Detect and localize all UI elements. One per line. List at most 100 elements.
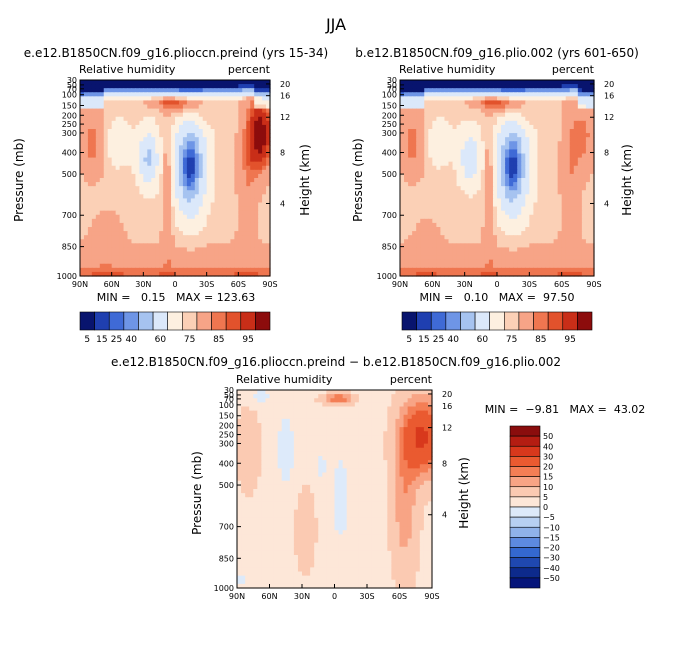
panel2-cell — [456, 267, 462, 273]
panel2-cell — [577, 141, 583, 146]
panel2-cell — [440, 129, 446, 134]
panel1-cell — [226, 210, 232, 216]
panel1-cell — [115, 210, 121, 216]
panel2-cell — [589, 80, 595, 85]
panel1-cell — [111, 263, 117, 269]
panel2-cell — [553, 169, 559, 175]
panel1-cell — [87, 153, 93, 159]
panel3-cell — [269, 398, 275, 403]
panel2-cell — [436, 137, 442, 142]
panel1-cell — [182, 178, 188, 183]
panel1-cell — [206, 145, 212, 151]
panel1-cell — [242, 210, 247, 216]
panel1-cell — [107, 124, 113, 130]
panel1-cell — [95, 124, 101, 130]
panel1-cell — [262, 247, 267, 253]
panel2-cell — [589, 145, 595, 151]
panel2-cell — [488, 178, 494, 183]
panel1-cell — [103, 157, 109, 163]
panel1-cell — [95, 149, 101, 155]
panel1-cell — [230, 243, 235, 249]
panel1-cell — [167, 124, 172, 130]
panel1-cell — [135, 161, 140, 167]
panel2-cell — [440, 218, 446, 224]
panel2-cell — [460, 198, 466, 204]
panel2-cell — [460, 161, 466, 167]
panel1-cell — [226, 137, 232, 142]
panel1-cell — [167, 182, 172, 187]
panel1-cell — [206, 198, 212, 204]
panel1-cell — [214, 104, 220, 110]
panel1-cell — [194, 182, 200, 187]
panel2-cell — [545, 178, 551, 183]
panel1-cell — [159, 239, 164, 244]
panel1-cell — [123, 141, 129, 146]
panel2-cell — [436, 202, 442, 208]
panel2-cell — [436, 88, 442, 93]
panel3-cell — [326, 390, 332, 395]
panel2-cell — [480, 259, 486, 265]
panel2-cell — [525, 169, 530, 175]
panel1-cell — [135, 239, 140, 244]
panel1-cell — [266, 239, 271, 244]
panel3-cell — [249, 398, 254, 403]
panel1-cell — [167, 145, 172, 151]
panel2-cell — [505, 169, 510, 175]
panel1-cell — [147, 194, 152, 200]
panel3-cell — [314, 394, 319, 399]
panel1-cell — [115, 129, 121, 134]
panel2-cell — [529, 182, 534, 187]
panel2-cell — [432, 173, 437, 179]
panel2-cell — [553, 231, 559, 236]
panel2-cell — [460, 80, 466, 85]
panel1-cell — [103, 218, 109, 224]
panel1-cell — [206, 92, 212, 97]
panel2-cell — [589, 235, 595, 240]
panel3-cell — [265, 406, 271, 412]
panel2-cell — [468, 210, 474, 216]
panel2-cell — [448, 222, 454, 228]
panel1-cell — [107, 243, 113, 249]
panel2-cell — [553, 96, 559, 102]
panel1-cell — [206, 108, 212, 114]
panel1-cell — [107, 239, 113, 244]
panel1-cell — [83, 96, 89, 102]
panel1-cell — [186, 263, 192, 269]
panel1-cell — [107, 194, 113, 200]
panel1-cell — [262, 202, 267, 208]
panel1-cell — [186, 227, 192, 232]
panel2-cell — [404, 141, 409, 146]
panel2-cell — [525, 267, 530, 273]
panel1-cell — [262, 214, 267, 220]
panel1-cell — [127, 149, 133, 155]
panel2-cell — [476, 153, 482, 159]
panel2-cell — [464, 194, 470, 200]
panel2-cell — [432, 206, 437, 212]
panel1-cell — [194, 169, 200, 175]
panel3-cell — [277, 402, 283, 408]
panel1-cell — [91, 173, 97, 179]
panel3-cell — [318, 394, 323, 399]
panel2-cell — [541, 210, 547, 216]
panel1-cell — [127, 222, 133, 228]
panel1-cell — [87, 178, 93, 183]
panel2-cell — [557, 100, 563, 106]
panel1-cell — [163, 222, 168, 228]
panel2-cell — [549, 84, 555, 89]
panel2-cell — [436, 182, 442, 187]
panel1-cell — [155, 222, 160, 228]
panel1-cell — [214, 153, 220, 159]
panel2-cell — [436, 80, 442, 85]
panel2-cell — [585, 214, 591, 220]
panel2-cell — [513, 182, 518, 187]
panel1-colorbar-swatch — [94, 311, 110, 331]
panel1-cell — [171, 206, 176, 212]
panel2-cell — [533, 243, 539, 249]
panel1-cell — [238, 255, 243, 261]
panel2-cell — [565, 206, 571, 212]
panel2-cell — [553, 218, 559, 224]
panel1-cell — [230, 100, 235, 106]
panel1-cell — [210, 92, 216, 97]
panel2-cell — [472, 149, 478, 155]
panel1-cell — [198, 259, 204, 265]
